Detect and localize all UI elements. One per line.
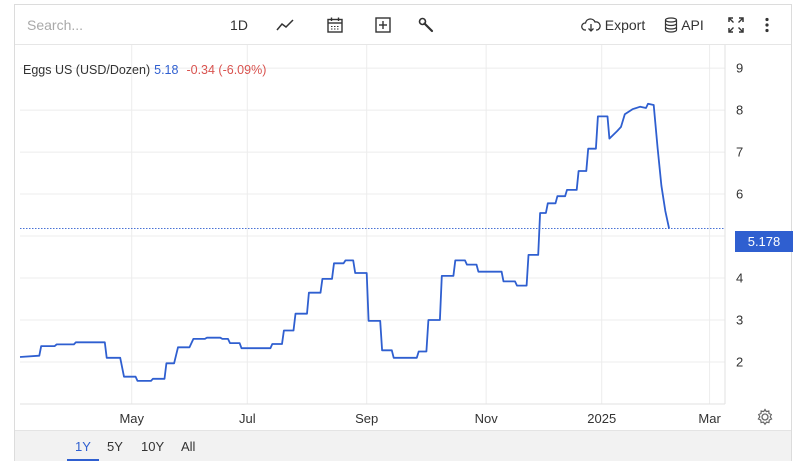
- line-chart-icon: [276, 19, 294, 31]
- export-button[interactable]: Export: [580, 14, 646, 36]
- fullscreen-icon: [728, 17, 744, 33]
- active-range-indicator: [67, 459, 99, 461]
- fullscreen-button[interactable]: [725, 14, 747, 36]
- interval-label: 1D: [230, 17, 248, 33]
- x-tick-label: May: [119, 411, 144, 426]
- compare-button[interactable]: [372, 14, 394, 36]
- search-input[interactable]: Search...: [27, 17, 84, 33]
- y-tick-label: 8: [736, 103, 743, 118]
- y-tick-label: 9: [736, 61, 743, 76]
- range-1y-button[interactable]: 1Y: [75, 439, 91, 454]
- legend-change: -0.34 (-6.09%): [186, 63, 267, 77]
- price-chart[interactable]: 23456789MayJulSepNov2025Mar: [15, 45, 793, 430]
- date-range-button[interactable]: [324, 14, 346, 36]
- chart-legend: Eggs US (USD/Dozen) 5.18 -0.34 (-6.09%): [23, 63, 266, 77]
- toolbar: Search... 1D: [15, 5, 791, 45]
- tools-button[interactable]: [415, 14, 437, 36]
- database-icon: [665, 17, 678, 33]
- api-label: API: [681, 17, 704, 33]
- y-tick-label: 3: [736, 313, 743, 328]
- last-price-tag: 5.178: [735, 231, 793, 252]
- export-label: Export: [604, 17, 646, 33]
- y-tick-label: 4: [736, 271, 743, 286]
- y-tick-label: 6: [736, 187, 743, 202]
- range-all-button[interactable]: All: [181, 439, 196, 454]
- legend-last-value: 5.18: [154, 63, 179, 77]
- api-button[interactable]: API: [663, 14, 705, 36]
- legend-name: Eggs US (USD/Dozen): [23, 63, 151, 77]
- wrench-icon: [418, 17, 434, 33]
- chart-widget: Search... 1D: [14, 4, 793, 461]
- plus-square-icon: [375, 17, 391, 33]
- x-tick-label: Mar: [698, 411, 721, 426]
- x-tick-label: Sep: [355, 411, 378, 426]
- y-tick-label: 7: [736, 145, 743, 160]
- calendar-icon: [327, 17, 343, 33]
- range-selector: 1Y 5Y 10Y All: [15, 430, 791, 461]
- more-vertical-icon: [765, 17, 769, 33]
- chart-settings-button[interactable]: [756, 408, 774, 426]
- range-5y-button[interactable]: 5Y: [107, 439, 123, 454]
- cloud-download-icon: [580, 18, 601, 32]
- y-tick-label: 2: [736, 355, 743, 370]
- interval-button[interactable]: 1D: [227, 14, 251, 36]
- gear-icon: [757, 408, 773, 426]
- x-tick-label: Nov: [475, 411, 499, 426]
- range-10y-button[interactable]: 10Y: [141, 439, 165, 454]
- chart-type-button[interactable]: [274, 14, 296, 36]
- series-line: [19, 102, 670, 382]
- x-tick-label: Jul: [239, 411, 256, 426]
- x-tick-label: 2025: [587, 411, 616, 426]
- more-menu-button[interactable]: [759, 14, 775, 36]
